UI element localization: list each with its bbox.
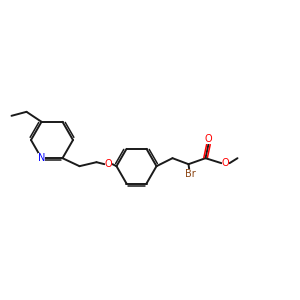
Text: O: O — [205, 134, 212, 144]
Text: Br: Br — [185, 169, 196, 179]
Text: N: N — [38, 153, 45, 163]
Text: O: O — [222, 158, 229, 168]
Text: O: O — [105, 159, 112, 169]
